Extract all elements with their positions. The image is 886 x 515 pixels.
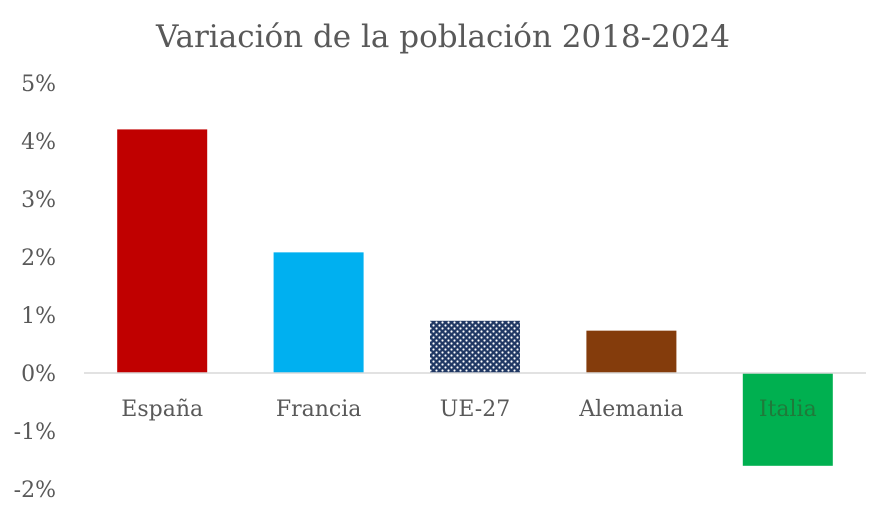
category-label: Alemania: [578, 397, 683, 422]
bar-espa-a: [117, 129, 208, 373]
x-axis: España Francia UE-27 Alemania Italia: [121, 397, 816, 422]
y-tick-label: 0%: [21, 362, 56, 387]
y-tick-label: -1%: [14, 420, 56, 445]
y-tick-label: 5%: [21, 72, 56, 97]
category-label: Francia: [276, 397, 362, 422]
category-label: UE-27: [440, 397, 510, 422]
bar-italia: [742, 373, 833, 466]
y-tick-label: 4%: [21, 130, 56, 155]
bar-francia: [273, 252, 364, 373]
y-tick-label: -2%: [14, 478, 56, 503]
bar-alemania: [586, 330, 677, 373]
y-tick-label: 2%: [21, 246, 56, 271]
bar-ue-27: [430, 320, 520, 373]
y-tick-label: 3%: [21, 188, 56, 213]
y-tick-label: 1%: [21, 304, 56, 329]
chart-title: Variación de la población 2018-2024: [155, 19, 730, 55]
bars: [117, 129, 833, 466]
category-label: España: [121, 397, 203, 422]
y-axis: 5% 4% 3% 2% 1% 0% -1% -2%: [14, 72, 56, 503]
category-label: Italia: [759, 397, 817, 422]
